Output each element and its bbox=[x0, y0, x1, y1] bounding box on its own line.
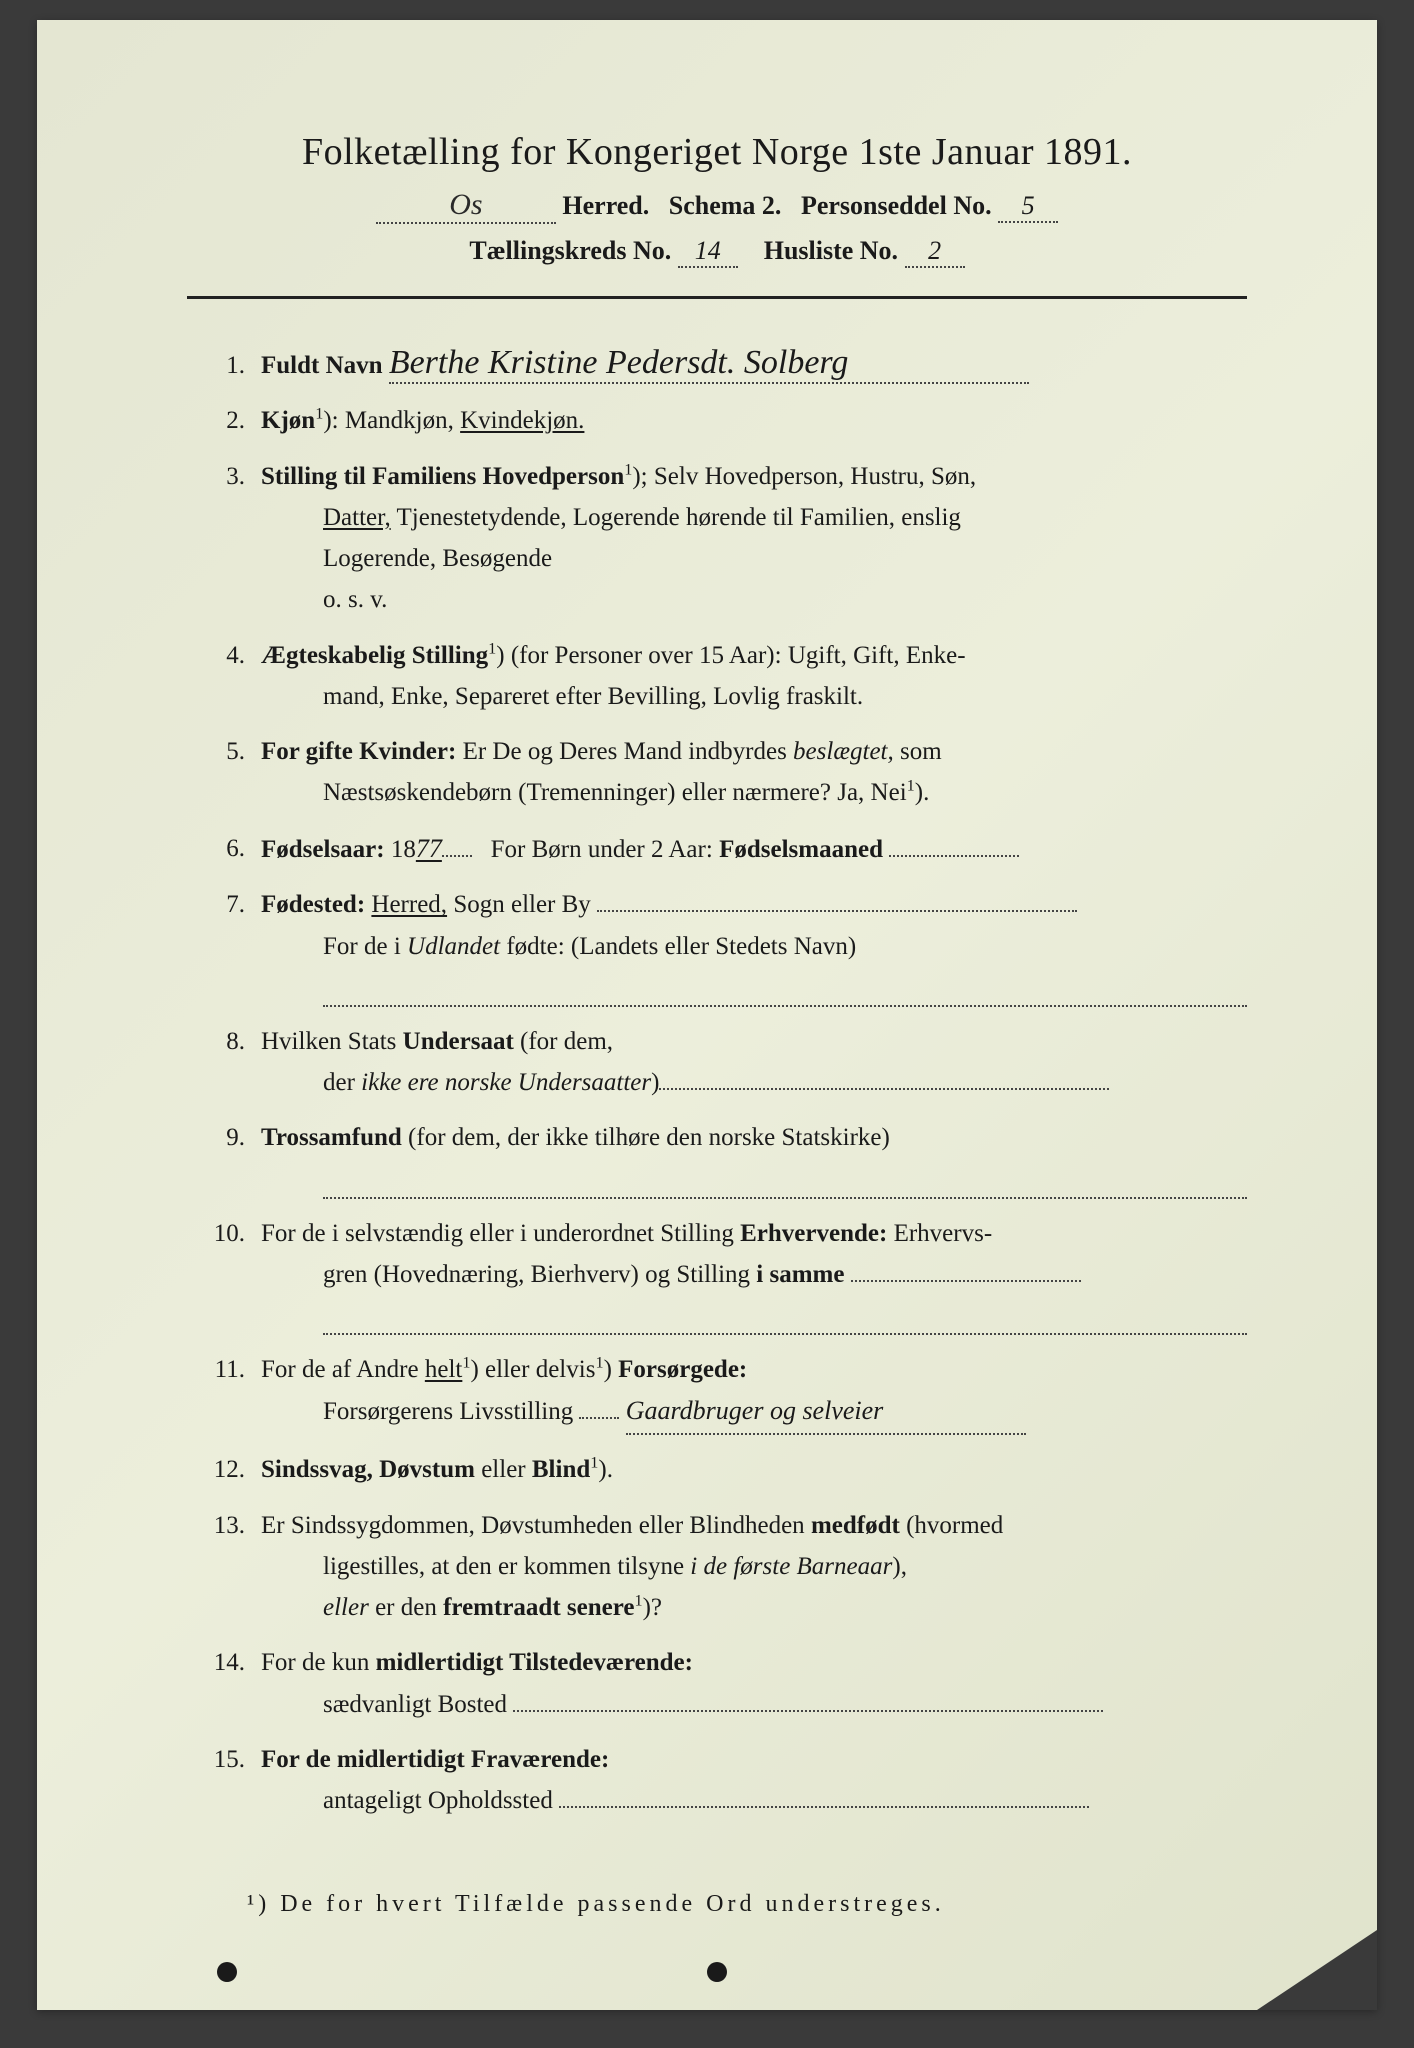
item-9: 9. Trossamfund (for dem, der ikke tilhør… bbox=[207, 1117, 1247, 1198]
item-6: 6. Fødselsaar: 1877 For Børn under 2 Aar… bbox=[207, 828, 1247, 871]
item-7: 7. Fødested: Herred, Sogn eller By For d… bbox=[207, 884, 1247, 1007]
personseddel-value: 5 bbox=[1022, 191, 1035, 220]
item-5: 5. For gifte Kvinder: Er De og Deres Man… bbox=[207, 731, 1247, 814]
item-13: 13. Er Sindssygdommen, Døvstumheden elle… bbox=[207, 1505, 1247, 1629]
item-2: 2. Kjøn1): Mandkjøn, Kvindekjøn. bbox=[207, 400, 1247, 441]
husliste-value: 2 bbox=[928, 236, 941, 265]
main-title: Folketælling for Kongeriget Norge 1ste J… bbox=[187, 130, 1247, 174]
personseddel-label: Personseddel No. bbox=[801, 191, 992, 220]
provider-value: Gaardbruger og selveier bbox=[626, 1390, 1026, 1435]
item-10: 10. For de i selvstændig eller i underor… bbox=[207, 1213, 1247, 1336]
item-1: 1. Fuldt Navn Berthe Kristine Pedersdt. … bbox=[207, 345, 1247, 386]
item-4: 4. Ægteskabelig Stilling1) (for Personer… bbox=[207, 635, 1247, 718]
item-11: 11. For de af Andre helt1) eller delvis1… bbox=[207, 1349, 1247, 1435]
item-14: 14. For de kun midlertidigt Tilstedevære… bbox=[207, 1642, 1247, 1725]
subtitle-row-2: Tællingskreds No. 14 Husliste No. 2 bbox=[187, 236, 1247, 268]
item-8: 8. Hvilken Stats Undersaat (for dem, der… bbox=[207, 1021, 1247, 1104]
punch-hole-icon bbox=[217, 1962, 237, 1982]
punch-hole-icon bbox=[707, 1962, 727, 1982]
husliste-label: Husliste No. bbox=[764, 236, 898, 265]
kreds-label: Tællingskreds No. bbox=[469, 236, 671, 265]
header-divider bbox=[187, 296, 1247, 299]
birthyear-value: 77 bbox=[416, 834, 442, 863]
form-items: 1. Fuldt Navn Berthe Kristine Pedersdt. … bbox=[187, 345, 1247, 1821]
item-3: 3. Stilling til Familiens Hovedperson1);… bbox=[207, 456, 1247, 621]
subtitle-row-1: Os Herred. Schema 2. Personseddel No. 5 bbox=[187, 188, 1247, 224]
item-12: 12. Sindssvag, Døvstum eller Blind1). bbox=[207, 1449, 1247, 1490]
form-header: Folketælling for Kongeriget Norge 1ste J… bbox=[187, 130, 1247, 268]
herred-value: Os bbox=[449, 188, 482, 221]
footnote: ¹) De for hvert Tilfælde passende Ord un… bbox=[187, 1891, 1247, 1918]
torn-corner-icon bbox=[1257, 1930, 1377, 2010]
census-form-page: Folketælling for Kongeriget Norge 1ste J… bbox=[37, 20, 1377, 2010]
fullname-value: Berthe Kristine Pedersdt. Solberg bbox=[389, 346, 1029, 384]
kreds-value: 14 bbox=[695, 236, 721, 265]
schema-label: Schema 2. bbox=[669, 191, 782, 220]
item-15: 15. For de midlertidigt Fraværende: anta… bbox=[207, 1739, 1247, 1822]
herred-label: Herred. bbox=[562, 191, 649, 220]
